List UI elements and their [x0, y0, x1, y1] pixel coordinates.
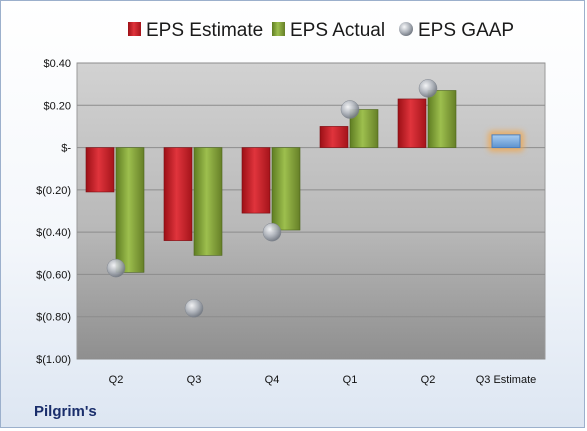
y-tick-label: $(0.40)	[36, 227, 71, 239]
point-eps-gaap	[340, 100, 360, 119]
y-axis-ticks: $0.40 $0.20 $- $(0.20) $(0.40) $(0.60) $(0.80)…	[36, 58, 71, 366]
company-label: Pilgrim's	[34, 403, 97, 420]
legend-label-eps-estimate: EPS Estimate	[146, 20, 263, 41]
bar-q3-estimate	[491, 134, 521, 149]
data-marks	[85, 79, 524, 318]
y-tick-label: $0.20	[43, 100, 71, 112]
bar-eps-estimate	[397, 98, 427, 148]
legend-item-eps-actual: EPS Actual	[272, 20, 385, 41]
y-tick-label: $(0.20)	[36, 185, 71, 197]
x-tick-label: Q1	[343, 374, 358, 386]
bar-eps-actual	[427, 90, 457, 148]
legend-swatch-eps-actual	[272, 22, 285, 36]
gridlines	[77, 62, 545, 360]
point-eps-gaap	[262, 222, 282, 242]
legend-item-eps-gaap: EPS GAAP	[399, 20, 514, 41]
bar-eps-estimate	[85, 147, 115, 193]
legend-label-eps-actual: EPS Actual	[290, 20, 385, 41]
y-tick-label: $(1.00)	[36, 354, 71, 366]
plot-area	[76, 62, 546, 360]
bar-eps-actual	[193, 147, 223, 256]
x-tick-label: Q4	[265, 374, 280, 386]
legend-item-eps-estimate: EPS Estimate	[128, 20, 263, 41]
y-tick-label: $0.40	[43, 58, 71, 70]
y-tick-label: $(0.80)	[36, 312, 71, 324]
x-tick-label: Q3	[187, 374, 202, 386]
bar-eps-actual	[115, 147, 145, 273]
x-axis-ticks: Q2 Q3 Q4 Q1 Q2 Q3 Estimate	[109, 374, 537, 386]
bar-eps-actual	[271, 147, 301, 231]
legend-swatch-eps-gaap	[399, 22, 413, 36]
point-eps-gaap	[184, 299, 204, 318]
x-tick-label: Q2	[421, 374, 436, 386]
bar-eps-estimate	[319, 126, 349, 148]
y-tick-label: $(0.60)	[36, 269, 71, 281]
legend-label-eps-gaap: EPS GAAP	[418, 20, 514, 41]
y-tick-label: $-	[61, 143, 71, 155]
legend-swatch-eps-estimate	[128, 22, 141, 36]
bar-eps-estimate	[241, 147, 271, 214]
chart-legend: EPS Estimate EPS Actual EPS GAAP	[128, 20, 514, 41]
point-eps-gaap	[418, 79, 438, 98]
point-eps-gaap	[106, 258, 126, 278]
bar-eps-estimate	[163, 147, 193, 241]
x-tick-label: Q2	[109, 374, 124, 386]
x-tick-label: Q3 Estimate	[476, 374, 537, 386]
